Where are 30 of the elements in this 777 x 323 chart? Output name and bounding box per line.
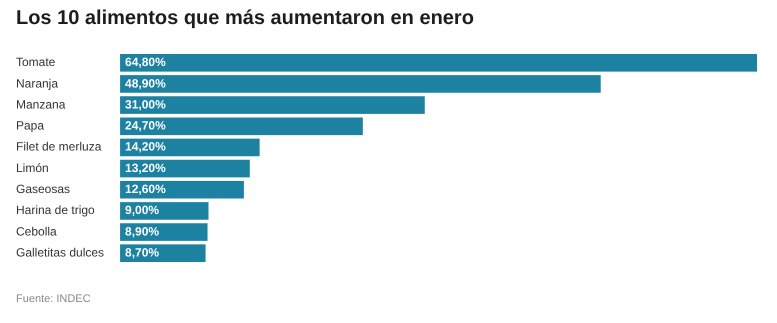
bar: [120, 117, 363, 136]
bar: [120, 180, 244, 199]
y-tick-label: Gaseosas: [16, 182, 70, 196]
data-label: 9,00%: [125, 203, 160, 218]
bar: [120, 54, 757, 72]
y-tick-label: Cebolla: [16, 224, 58, 238]
bar: [120, 138, 260, 156]
data-label: 31,00%: [125, 97, 166, 112]
data-label: 12,60%: [125, 182, 166, 196]
bar: [120, 75, 601, 93]
data-label: 64,80%: [125, 55, 166, 70]
data-label: 8,90%: [125, 224, 160, 238]
data-label: 48,90%: [125, 76, 166, 90]
y-tick-label: Papa: [16, 118, 44, 133]
y-tick-label: Harina de trigo: [16, 203, 96, 218]
y-tick-label: Limón: [16, 160, 49, 175]
bar: [120, 223, 208, 241]
bar: [120, 160, 250, 178]
y-tick-label: Tomate: [16, 55, 56, 70]
data-label: 24,70%: [125, 118, 166, 133]
chart-title: Los 10 alimentos que más aumentaron en enero: [15, 6, 475, 30]
bar: [120, 96, 425, 114]
y-tick-label: Naranja: [16, 76, 58, 90]
y-tick-label: Galletitas dulces: [16, 246, 104, 260]
data-label: 14,20%: [125, 140, 166, 154]
y-tick-label: Filet de merluza: [16, 140, 102, 154]
source-note: Fuente: INDEC: [15, 293, 92, 305]
data-label: 13,20%: [125, 160, 166, 175]
data-label: 8,70%: [125, 246, 160, 260]
y-tick-label: Manzana: [16, 97, 66, 112]
